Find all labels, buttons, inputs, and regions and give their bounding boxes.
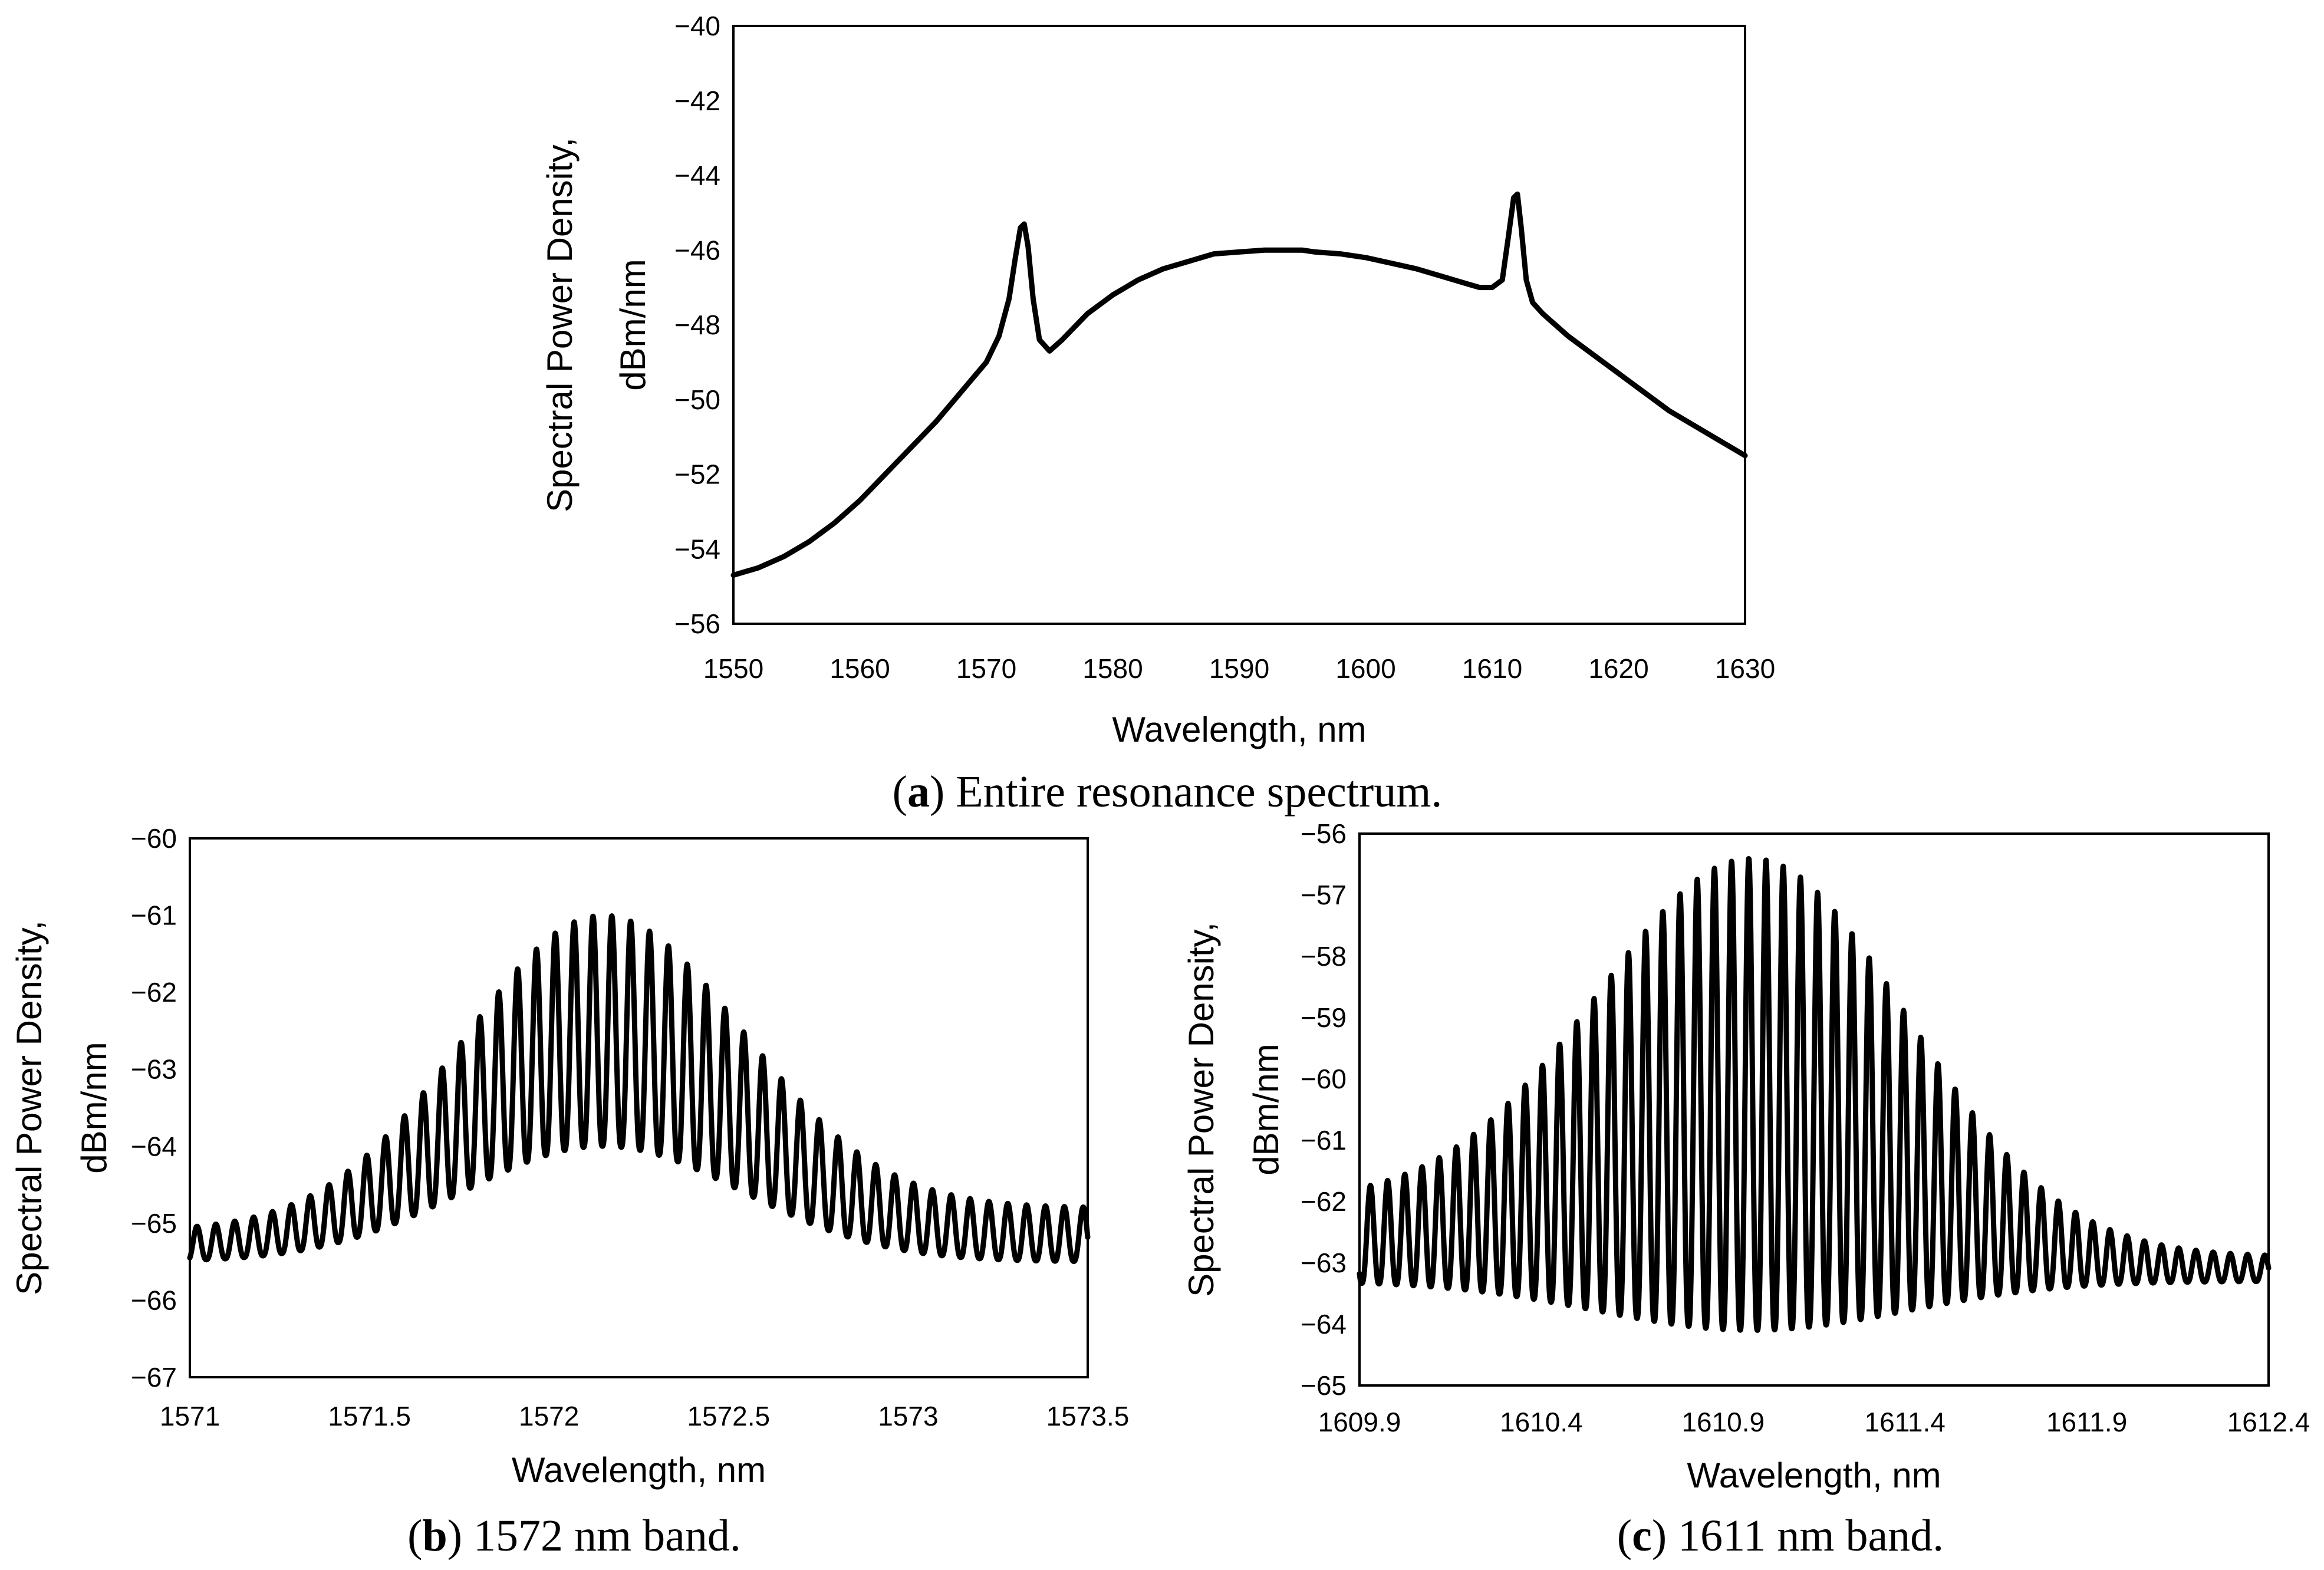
y-tick-label: −54: [674, 534, 720, 564]
y-tick-label: −60: [131, 823, 177, 854]
series-line-fringes: [1357, 856, 2272, 1333]
y-tick-label: −58: [1301, 941, 1347, 972]
x-tick-label: 1560: [829, 653, 890, 684]
y-axis-label-line2: dBm/nm: [1246, 1044, 1286, 1175]
y-tick-label: −48: [674, 310, 720, 340]
y-tick-label: −61: [131, 900, 177, 931]
plot-frame: [189, 837, 1089, 1378]
x-tick-label: 1612.4: [2227, 1407, 2310, 1437]
caption-letter: a: [907, 767, 930, 817]
y-tick-label: −56: [1301, 818, 1347, 849]
y-axis-label-line1: Spectral Power Density,: [540, 137, 580, 512]
plot-frame: [1358, 832, 2270, 1387]
figure-caption: (a) Entire resonance spectrum.: [893, 767, 1443, 817]
x-tick-label: 1630: [1715, 653, 1775, 684]
y-tick-label: −57: [1301, 880, 1347, 910]
y-tick-label: −63: [131, 1054, 177, 1085]
caption-open-paren: (: [407, 1511, 422, 1561]
caption-open-paren: (: [1617, 1511, 1632, 1561]
y-tick-label: −46: [674, 235, 720, 265]
x-tick-label: 1573: [878, 1401, 938, 1431]
series-line-fringes: [187, 913, 1091, 1264]
x-tick-label: 1620: [1588, 653, 1648, 684]
x-tick-label: 1610.4: [1500, 1407, 1583, 1437]
y-tick-label: −63: [1301, 1248, 1347, 1278]
y-tick-label: −52: [674, 459, 720, 490]
chart-panel-a: −40 −42 −44 −46 −48 −50 −52 −54 −56 1550 1560 1570 1…: [540, 11, 1775, 817]
y-axis-label-line2: dBm/nm: [613, 259, 653, 390]
caption-text: ) 1572 nm band.: [447, 1511, 741, 1561]
y-tick-label: −66: [131, 1285, 177, 1315]
y-tick-label: −50: [674, 384, 720, 415]
x-tick-label: 1571.5: [328, 1401, 411, 1431]
y-tick-label: −44: [674, 160, 720, 191]
chart-panel-b: −60 −61 −62 −63 −64 −65 −66 −67 1571 1571.5 1572 15…: [9, 823, 1129, 1561]
y-axis-label-line2: dBm/nm: [74, 1042, 114, 1173]
plot-frame: [732, 25, 1746, 625]
x-tick-label: 1550: [703, 653, 763, 684]
caption-text: ) Entire resonance spectrum.: [930, 767, 1442, 817]
x-tick-label: 1600: [1335, 653, 1395, 684]
y-tick-label: −60: [1301, 1064, 1347, 1094]
figure-caption: (c) 1611 nm band.: [1617, 1511, 1944, 1561]
y-tick-label: −42: [674, 85, 720, 116]
chart-panel-c: −56 −57 −58 −59 −60 −61 −62 −63 −64 −65 1609.9 1610…: [1181, 818, 2310, 1561]
x-axis-label: Wavelength, nm: [512, 1450, 766, 1490]
y-axis-label-line1: Spectral Power Density,: [1181, 922, 1221, 1297]
x-axis-label: Wavelength, nm: [1687, 1456, 1941, 1495]
x-tick-label: 1573.5: [1046, 1401, 1130, 1431]
x-tick-label: 1572: [519, 1401, 579, 1431]
caption-text: ) 1611 nm band.: [1652, 1511, 1944, 1561]
y-axis-label-line1: Spectral Power Density,: [9, 920, 49, 1295]
x-tick-label: 1590: [1209, 653, 1269, 684]
x-tick-label: 1609.9: [1318, 1407, 1401, 1437]
y-tick-label: −56: [674, 608, 720, 639]
y-tick-label: −64: [131, 1131, 177, 1161]
caption-letter: c: [1632, 1511, 1652, 1561]
y-tick-label: −64: [1301, 1309, 1347, 1339]
y-tick-label: −65: [131, 1208, 177, 1239]
x-tick-label: 1571: [160, 1401, 220, 1431]
y-tick-label: −65: [1301, 1370, 1347, 1401]
x-tick-label: 1572.5: [687, 1401, 770, 1431]
x-tick-label: 1611.9: [2046, 1407, 2127, 1437]
x-tick-label: 1580: [1082, 653, 1143, 684]
x-tick-label: 1610.9: [1681, 1407, 1765, 1437]
y-tick-label: −40: [674, 11, 720, 41]
x-tick-label: 1610: [1462, 653, 1522, 684]
x-axis-label: Wavelength, nm: [1112, 710, 1366, 749]
figure-caption: (b) 1572 nm band.: [407, 1511, 741, 1561]
y-tick-label: −67: [131, 1362, 177, 1393]
y-tick-label: −62: [1301, 1186, 1347, 1217]
y-tick-label: −59: [1301, 1002, 1347, 1033]
series-line-spectrum: [730, 191, 1748, 578]
y-tick-label: −62: [131, 977, 177, 1008]
caption-open-paren: (: [893, 767, 907, 817]
y-tick-label: −61: [1301, 1125, 1347, 1156]
caption-letter: b: [422, 1511, 447, 1561]
x-tick-label: 1611.4: [1865, 1407, 1946, 1437]
x-tick-label: 1570: [956, 653, 1016, 684]
